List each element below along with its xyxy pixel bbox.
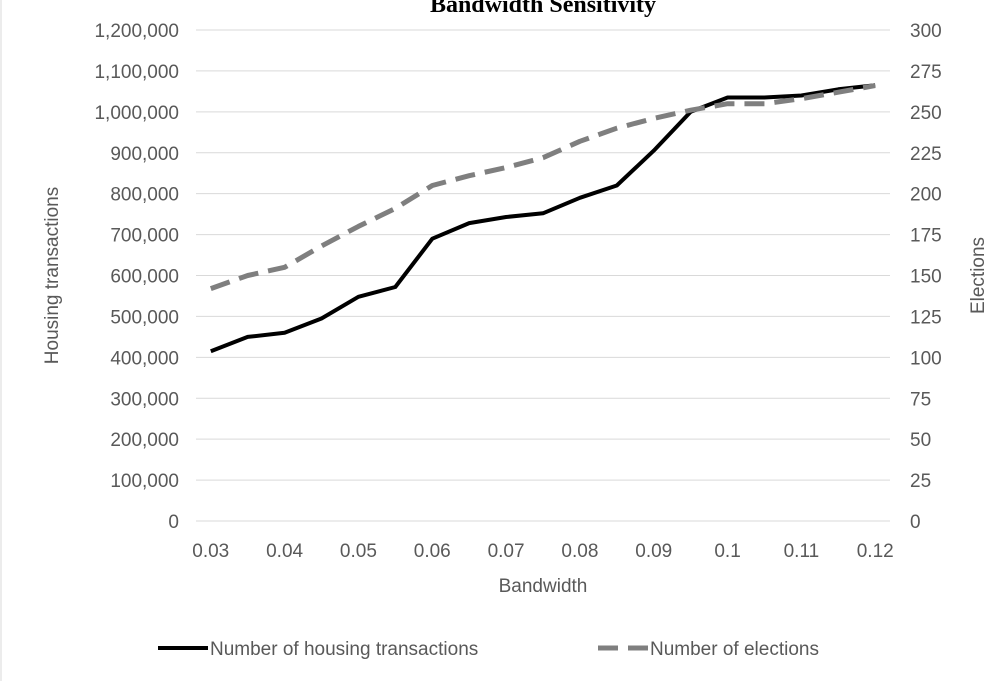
x-tick-label: 0.12 [857, 541, 894, 562]
y-right-tick-label: 25 [910, 471, 931, 492]
y-left-ticks: 0 100,000 200,000 300,000 400,000 500,000 600,… [94, 21, 179, 533]
chart-title: Bandwidth Sensitivity [430, 0, 656, 18]
x-tick-label: 0.09 [635, 541, 672, 562]
x-axis-title: Bandwidth [499, 576, 588, 597]
legend-label: Number of housing transactions [210, 639, 478, 660]
series-group [209, 83, 876, 354]
y-left-tick-label: 100,000 [110, 471, 179, 492]
y-right-tick-label: 0 [910, 512, 921, 533]
x-tick-label: 0.05 [340, 541, 377, 562]
y-left-tick-label: 1,200,000 [94, 21, 179, 42]
series-line-housing [210, 83, 876, 354]
y-right-tick-label: 75 [910, 389, 931, 410]
x-tick-label: 0.1 [714, 541, 740, 562]
y-left-tick-label: 900,000 [110, 144, 179, 165]
y-right-tick-label: 100 [910, 348, 942, 369]
x-ticks: 0.03 0.04 0.05 0.06 0.07 0.08 0.09 0.1 0.11 0.12 [192, 541, 893, 562]
x-tick-label: 0.07 [488, 541, 525, 562]
y-left-tick-label: 200,000 [110, 430, 179, 451]
x-tick-label: 0.11 [784, 541, 820, 562]
y-right-tick-label: 300 [910, 21, 942, 42]
y-left-axis-title: Housing transactions [42, 187, 63, 364]
y-right-axis-title: Elections [968, 237, 989, 314]
x-tick-label: 0.03 [192, 541, 229, 562]
gridlines [196, 29, 890, 522]
y-left-tick-label: 700,000 [110, 226, 179, 247]
y-right-tick-label: 50 [910, 430, 931, 451]
y-left-tick-label: 500,000 [110, 307, 179, 328]
x-tick-label: 0.04 [266, 541, 303, 562]
y-right-tick-label: 150 [910, 267, 942, 288]
y-left-tick-label: 300,000 [110, 389, 179, 410]
y-left-tick-label: 1,000,000 [94, 103, 179, 124]
y-right-tick-label: 225 [910, 144, 942, 165]
series-line-elections [209, 83, 876, 291]
y-right-tick-label: 175 [910, 226, 942, 247]
y-right-ticks: 0 25 50 75 100 125 150 175 200 225 250 275 300 [910, 21, 942, 533]
x-tick-label: 0.06 [414, 541, 451, 562]
y-right-tick-label: 125 [910, 307, 942, 328]
y-left-tick-label: 0 [168, 512, 179, 533]
legend: Number of housing transactions Number of … [158, 639, 819, 660]
legend-label: Number of elections [650, 639, 819, 660]
y-right-tick-label: 200 [910, 185, 942, 206]
y-left-tick-label: 600,000 [110, 267, 179, 288]
x-tick-label: 0.08 [561, 541, 598, 562]
y-left-tick-label: 400,000 [110, 348, 179, 369]
y-right-tick-label: 250 [910, 103, 942, 124]
y-left-tick-label: 1,100,000 [94, 62, 179, 83]
y-right-tick-label: 275 [910, 62, 942, 83]
y-left-tick-label: 800,000 [110, 185, 179, 206]
